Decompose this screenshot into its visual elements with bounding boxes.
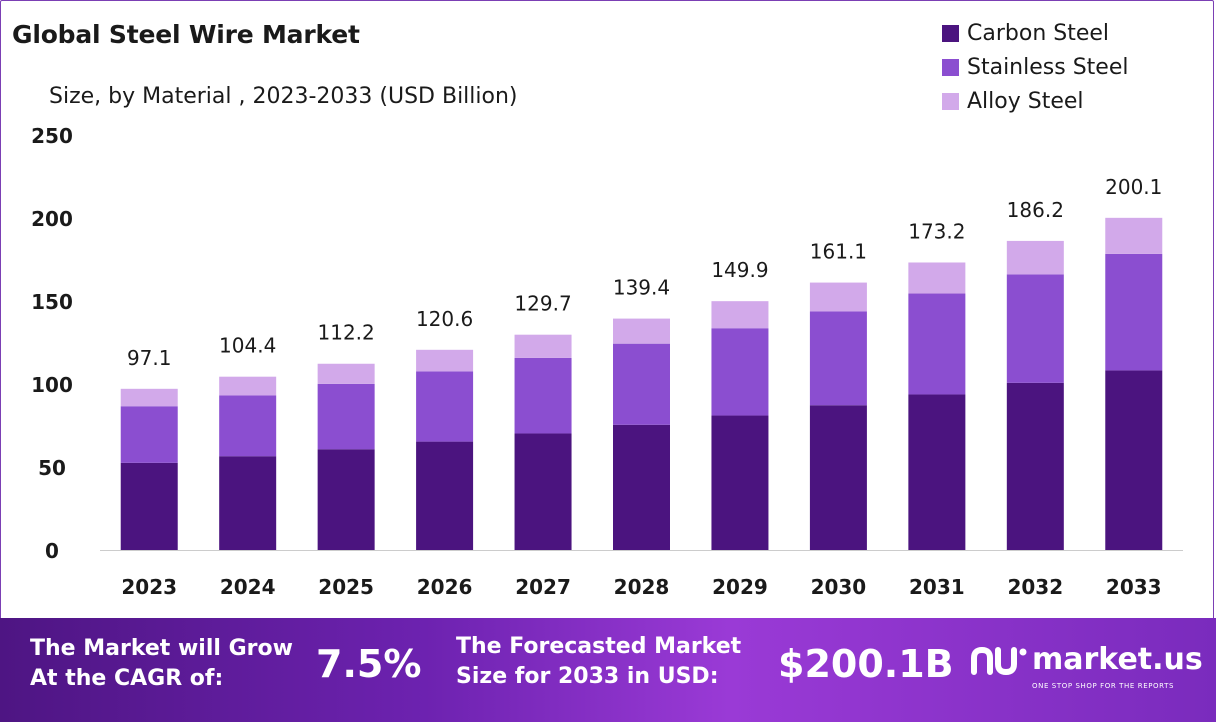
data-label-total-2028: 139.4 (613, 276, 670, 300)
bar-alloy-steel-2024 (219, 376, 277, 396)
bar-alloy-steel-2023 (120, 388, 178, 407)
cagr-label-line2: At the CAGR of: (30, 666, 224, 691)
legend: Carbon Steel Stainless Steel Alloy Steel (942, 16, 1128, 118)
x-tick-label-2024: 2024 (220, 575, 276, 599)
bar-carbon-steel-2025 (317, 449, 375, 550)
x-tick-label-2030: 2030 (811, 575, 867, 599)
x-tick-label-2026: 2026 (417, 575, 473, 599)
bar-carbon-steel-2023 (120, 462, 178, 550)
bar-alloy-steel-2032 (1006, 240, 1064, 275)
x-tick-label-2029: 2029 (712, 575, 768, 599)
data-label-total-2029: 149.9 (711, 258, 768, 282)
chart-title: Global Steel Wire Market (12, 20, 360, 49)
x-tick-label-2032: 2032 (1007, 575, 1063, 599)
x-tick-label-2033: 2033 (1106, 575, 1162, 599)
cagr-label-line1: The Market will Grow (30, 636, 293, 661)
cagr-label: The Market will Grow At the CAGR of: (30, 634, 293, 694)
data-label-total-2027: 129.7 (514, 292, 571, 316)
x-tick-label-2031: 2031 (909, 575, 965, 599)
legend-label-carbon-steel: Carbon Steel (967, 20, 1110, 46)
y-tick-label-0: 0 (45, 539, 59, 563)
bar-stainless-steel-2025 (317, 383, 375, 450)
bar-stainless-steel-2027 (514, 357, 572, 434)
y-tick-label-100: 100 (31, 373, 73, 397)
bar-stainless-steel-2023 (120, 406, 178, 463)
footer-banner: The Market will Grow At the CAGR of: 7.5… (0, 618, 1216, 722)
bar-carbon-steel-2029 (711, 415, 769, 550)
bar-alloy-steel-2025 (317, 363, 375, 384)
bar-stainless-steel-2031 (908, 293, 966, 395)
x-tick-label-2028: 2028 (614, 575, 670, 599)
x-tick-label-2027: 2027 (515, 575, 571, 599)
data-label-total-2031: 173.2 (908, 219, 965, 243)
data-label-total-2032: 186.2 (1007, 198, 1064, 222)
bar-stainless-steel-2029 (711, 328, 769, 416)
data-label-total-2025: 112.2 (318, 321, 375, 345)
bar-carbon-steel-2030 (809, 405, 867, 550)
bar-alloy-steel-2033 (1105, 217, 1163, 254)
x-tick-label-2025: 2025 (318, 575, 374, 599)
market-us-logo-icon (971, 646, 1027, 676)
x-tick-label-2023: 2023 (121, 575, 177, 599)
bar-carbon-steel-2026 (416, 441, 474, 550)
legend-label-alloy-steel: Alloy Steel (967, 88, 1084, 114)
forecast-label-line2: Size for 2033 in USD: (456, 664, 719, 689)
bar-alloy-steel-2030 (809, 282, 867, 312)
legend-swatch-stainless-steel (942, 58, 959, 76)
bar-carbon-steel-2032 (1006, 382, 1064, 550)
forecast-label-line1: The Forecasted Market (456, 634, 742, 659)
bar-alloy-steel-2029 (711, 301, 769, 329)
brand-name: market.us (1032, 642, 1203, 677)
y-tick-label-250: 250 (31, 124, 73, 148)
legend-item-alloy-steel: Alloy Steel (942, 84, 1128, 118)
bar-stainless-steel-2033 (1105, 253, 1163, 371)
brand-tagline: ONE STOP SHOP FOR THE REPORTS (1032, 682, 1175, 690)
bar-stainless-steel-2028 (613, 343, 670, 425)
brand-logo: market.us ONE STOP SHOP FOR THE REPORTS (968, 640, 1208, 696)
bar-alloy-steel-2031 (908, 262, 966, 294)
cagr-value: 7.5% (316, 642, 422, 686)
data-label-total-2023: 97.1 (127, 346, 172, 370)
data-label-total-2030: 161.1 (810, 240, 867, 264)
y-tick-label-150: 150 (31, 290, 73, 314)
bar-stainless-steel-2026 (416, 371, 474, 442)
bar-carbon-steel-2031 (908, 394, 966, 550)
bar-stainless-steel-2030 (809, 311, 867, 406)
bar-chart: 0 50 100 150 200 250 97.1 2023 104.4 2024 112.2 202… (31, 124, 1183, 599)
y-tick-label-200: 200 (31, 207, 73, 231)
bar-stainless-steel-2032 (1006, 274, 1064, 383)
legend-item-stainless-steel: Stainless Steel (942, 50, 1128, 84)
bar-alloy-steel-2026 (416, 349, 474, 372)
forecast-label: The Forecasted Market Size for 2033 in U… (456, 632, 741, 692)
bar-alloy-steel-2027 (514, 334, 572, 358)
legend-swatch-alloy-steel (942, 92, 959, 110)
data-label-total-2026: 120.6 (416, 307, 473, 331)
bar-stainless-steel-2024 (219, 395, 277, 457)
legend-label-stainless-steel: Stainless Steel (967, 54, 1129, 80)
bar-alloy-steel-2028 (613, 318, 670, 344)
bar-carbon-steel-2027 (514, 433, 572, 550)
legend-swatch-carbon-steel (942, 24, 959, 42)
forecast-value: $200.1B (778, 642, 954, 686)
legend-item-carbon-steel: Carbon Steel (942, 16, 1128, 50)
chart-subtitle: Size, by Material , 2023-2033 (USD Billi… (49, 84, 518, 109)
bar-carbon-steel-2024 (219, 456, 277, 550)
data-label-total-2033: 200.1 (1105, 175, 1162, 199)
bar-carbon-steel-2033 (1105, 370, 1163, 550)
data-label-total-2024: 104.4 (219, 334, 276, 358)
bar-carbon-steel-2028 (613, 424, 670, 550)
y-tick-label-50: 50 (38, 456, 66, 480)
